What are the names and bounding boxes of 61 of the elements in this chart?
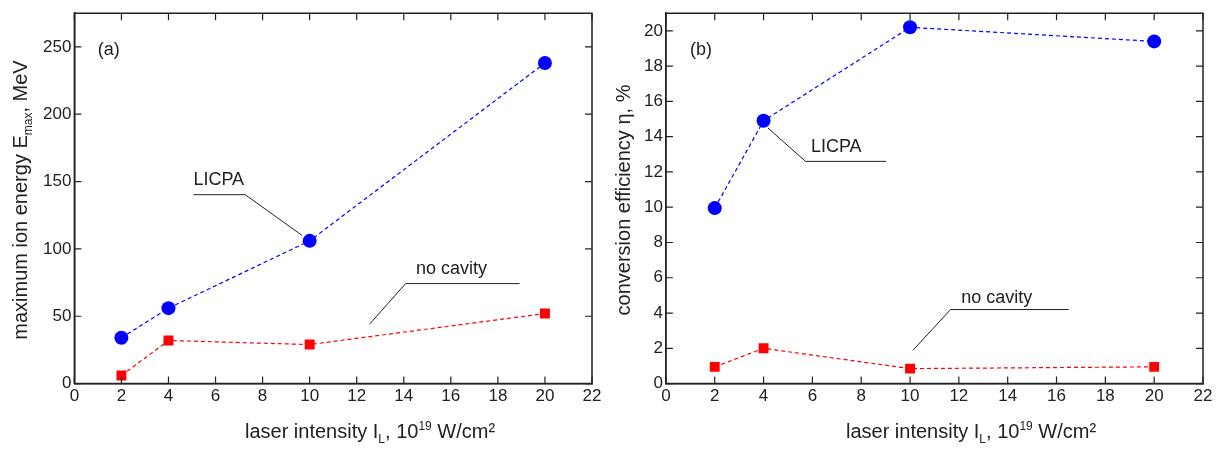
x-tick-label: 18 — [488, 386, 508, 406]
y-tick-label: 2 — [653, 338, 663, 358]
point — [903, 20, 918, 35]
y-tick-label: 4 — [653, 302, 663, 322]
x-tick-label: 2 — [710, 386, 720, 406]
x-tick-label: 6 — [807, 386, 818, 406]
point — [304, 339, 315, 350]
point — [539, 308, 550, 319]
text: no cavity — [416, 257, 488, 278]
x-tick-label: 16 — [1047, 386, 1066, 406]
y-tick-label: 18 — [643, 55, 663, 75]
point — [707, 201, 722, 216]
y-tick-label: 12 — [643, 161, 663, 181]
x-tick-label: 8 — [856, 386, 866, 406]
x-tick-label: 12 — [949, 386, 969, 406]
y-tick-label: 8 — [653, 232, 663, 252]
point — [1147, 34, 1162, 49]
text: LICPA — [193, 168, 245, 189]
y-tick-label: 10 — [643, 196, 663, 216]
x-tick-label: 20 — [535, 386, 555, 406]
annotation: (b) — [690, 39, 713, 60]
x-tick-label: 22 — [1193, 386, 1213, 406]
x-axis-title: laser intensity I$_{L}$, 10$^{19}$ W/cm² — [244, 419, 496, 446]
x-tick-label: 6 — [210, 386, 221, 406]
y-tick-label: 150 — [42, 171, 72, 191]
point — [537, 56, 552, 71]
y-tick-label: 100 — [42, 238, 72, 258]
x-tick-label: 14 — [394, 386, 414, 406]
text: LICPA — [810, 135, 862, 156]
x-axis-title: laser intensity I$_{L}$, 10$^{19}$ W/cm² — [845, 419, 1097, 446]
y-tick-label: 16 — [643, 91, 663, 111]
point — [161, 301, 176, 316]
x-tick-label: 16 — [441, 386, 461, 406]
x-tick-label: 14 — [998, 386, 1018, 406]
x-tick-label: 2 — [116, 386, 127, 406]
annotation: (a) — [97, 39, 120, 60]
y-tick-label: 200 — [42, 103, 72, 123]
x-tick-label: 10 — [900, 386, 920, 406]
y-tick-label: 14 — [643, 126, 663, 146]
point — [1149, 361, 1160, 372]
y-tick-label: 0 — [653, 373, 663, 393]
x-tick-label: 12 — [347, 386, 367, 406]
x-tick-label: 4 — [163, 386, 174, 406]
point — [905, 363, 915, 374]
x-tick-label: 18 — [1095, 386, 1115, 406]
x-tick-label: 10 — [300, 386, 320, 406]
y-tick-label: 250 — [42, 36, 72, 56]
y-tick-label: 50 — [52, 305, 72, 325]
point — [114, 330, 129, 345]
text: no cavity — [961, 287, 1033, 308]
y-axis-title: conversion efficiency η, % — [611, 84, 635, 316]
point — [709, 361, 720, 372]
y-tick-label: 6 — [653, 267, 663, 287]
point — [758, 343, 769, 354]
x-tick-label: 4 — [758, 386, 769, 406]
y-tick-label: 20 — [643, 20, 663, 40]
x-tick-label: 22 — [582, 386, 602, 406]
point — [756, 113, 771, 128]
point — [302, 233, 317, 248]
x-tick-label: 8 — [257, 386, 268, 406]
x-tick-label: 20 — [1144, 386, 1164, 406]
